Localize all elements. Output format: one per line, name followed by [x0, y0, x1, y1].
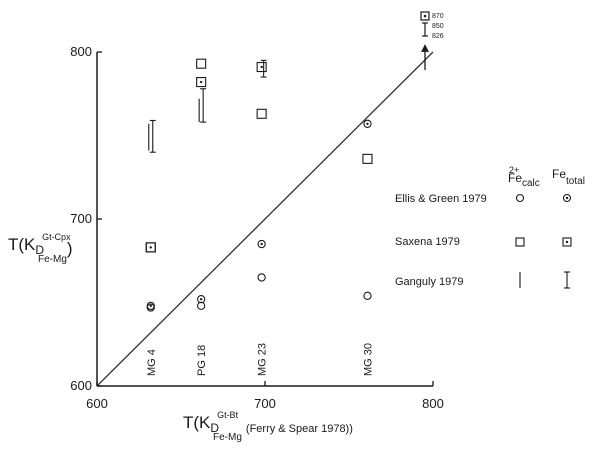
saxena-1979-square-dot-point [256, 61, 267, 73]
ellis-green-1979-circle-dot-point [257, 239, 266, 249]
ellis-green-1979-circle-dot-point-dot [199, 297, 203, 301]
ellis-green-1979-circle-dot-point [363, 119, 372, 128]
y-tick-label: 800 [70, 44, 92, 59]
sample-label: PG 18 [196, 345, 208, 376]
saxena-1979-square-point [256, 108, 267, 119]
offscale-value-3: 826 [432, 33, 444, 40]
offscale-value-1: 870 [432, 13, 444, 20]
saxena-1979-square-dot-point-dot [199, 80, 203, 84]
legend-square-dot-center [565, 240, 569, 244]
legend-label-saxena: Saxena 1979 [395, 236, 460, 248]
legend-header-fetotal: Fetotal [552, 167, 585, 187]
axis-ticks: 600 600 700 700 800 800 [70, 44, 444, 411]
sample-label: MG 23 [257, 343, 269, 376]
legend-label-ganguly: Ganguly 1979 [395, 276, 464, 288]
saxena-1979-square-dot-point [196, 77, 207, 88]
offscale-square-dot [423, 14, 427, 18]
saxena-1979-square-dot-point-dot [260, 65, 263, 69]
ellis-green-1979-circle-point [257, 273, 266, 282]
y-axis-title: T(KDGt-Cpx Fe-Mg) [8, 232, 73, 265]
ellis-green-1979-circle-dot-point-dot [260, 242, 263, 246]
legend: Fe2+calc Fetotal Ellis & Green 1979 Saxe… [395, 165, 585, 289]
data-marks [145, 58, 373, 312]
one-to-one-line [96, 51, 434, 387]
ellis-green-1979-circle-dot-point [197, 295, 206, 304]
saxena-1979-square-dot-point [145, 242, 156, 253]
ellis-green-1979-circle-dot-point [146, 301, 155, 310]
offscale-note: 870 850 826 [420, 11, 444, 70]
legend-header-fe2: Fe2+calc [508, 165, 540, 189]
legend-circle-dot-marker [562, 193, 572, 203]
saxena-1979-square-dot-point-dot [149, 246, 152, 249]
sample-label: MG 30 [362, 343, 374, 376]
x-tick-label: 600 [86, 396, 108, 411]
legend-square-marker [515, 237, 525, 247]
saxena-1979-square-point [362, 153, 373, 164]
ellis-green-1979-circle-dot-point-dot [366, 122, 369, 126]
legend-circle-marker [515, 193, 525, 203]
saxena-1979-square-point [196, 58, 207, 69]
x-tick-label: 700 [254, 396, 276, 411]
legend-square-dot-marker [562, 237, 572, 247]
legend-label-ellis-green: Ellis & Green 1979 [395, 193, 487, 205]
ellis-green-1979-circle-point [363, 291, 372, 300]
y-tick-label: 600 [70, 378, 92, 393]
ellis-green-1979-circle-dot-point-dot [149, 304, 152, 308]
ellis-green-1979-circle-point [197, 301, 206, 310]
offscale-value-2: 850 [432, 23, 444, 30]
x-tick-label: 800 [422, 396, 444, 411]
offscale-square-marker [420, 11, 430, 21]
legend-circle-dot-center [565, 196, 569, 200]
sample-labels: MG 4 PG 18 MG 23 MG 30 [146, 343, 375, 376]
sample-label: MG 4 [146, 349, 158, 376]
y-tick-label: 700 [70, 211, 92, 226]
x-axis-title: T(KDGt-Bt Fe-Mg(Ferry & Spear 1978)) [183, 410, 353, 443]
